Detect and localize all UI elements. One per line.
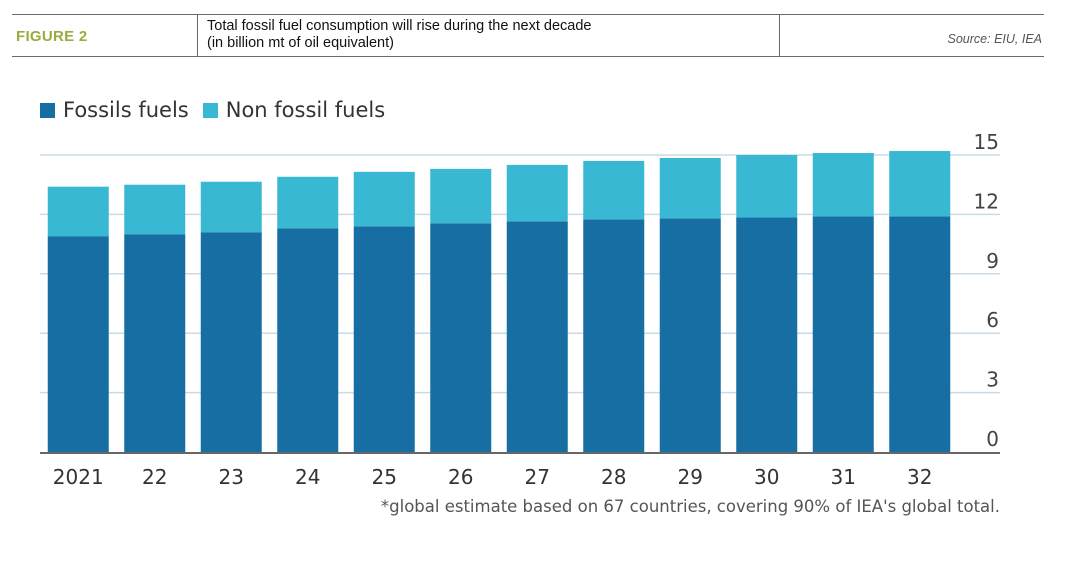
- figure-title-line2: (in billion mt of oil equivalent): [207, 35, 394, 51]
- bar-fossil-segment: [506, 221, 568, 452]
- bar-fossil-segment: [124, 234, 186, 452]
- y-tick-label: 9: [986, 249, 999, 273]
- header-top-rule: [12, 14, 1044, 15]
- bar-fossil-segment: [889, 216, 951, 452]
- y-tick-label: 15: [974, 130, 999, 154]
- y-tick-label: 6: [986, 308, 999, 332]
- source-note: Source: EIU, IEA: [947, 32, 1042, 46]
- bar-fossil-segment: [736, 217, 798, 452]
- bar-fossil-segment: [200, 232, 262, 452]
- figure-header: FIGURE 2 Total fossil fuel consumption w…: [12, 14, 1044, 58]
- bar-non-fossil-segment: [812, 153, 874, 217]
- bar-non-fossil-segment: [47, 186, 109, 237]
- bar-non-fossil-segment: [583, 160, 645, 220]
- y-tick-label: 0: [986, 427, 999, 451]
- chart-legend: Fossils fuels Non fossil fuels: [40, 98, 399, 122]
- x-tick-label: 2021: [53, 465, 104, 489]
- x-tick-label: 24: [295, 465, 320, 489]
- x-tick-label: 28: [601, 465, 626, 489]
- figure-label: FIGURE 2: [16, 28, 88, 45]
- x-tick-label: 25: [372, 465, 397, 489]
- bar-non-fossil-segment: [736, 155, 798, 218]
- bar-fossil-segment: [47, 236, 109, 452]
- x-tick-label: 30: [754, 465, 779, 489]
- bar-fossil-segment: [353, 226, 415, 452]
- header-divider-right: [779, 14, 780, 57]
- header-bottom-rule: [12, 56, 1044, 57]
- y-tick-label: 12: [974, 189, 999, 213]
- x-tick-label: 32: [907, 465, 932, 489]
- bar-non-fossil-segment: [659, 157, 721, 219]
- x-tick-label: 29: [678, 465, 703, 489]
- legend-swatch-fossil: [40, 102, 55, 118]
- bar-non-fossil-segment: [430, 168, 492, 224]
- bar-fossil-segment: [430, 223, 492, 452]
- bar-non-fossil-segment: [889, 151, 951, 217]
- bar-non-fossil-segment: [124, 184, 186, 235]
- legend-label-non-fossil: Non fossil fuels: [225, 98, 386, 122]
- bar-non-fossil-segment: [200, 181, 262, 233]
- bar-non-fossil-segment: [277, 176, 339, 229]
- x-tick-label: 22: [142, 465, 167, 489]
- legend-item-fossil: Fossils fuels: [40, 98, 189, 122]
- x-tick-label: 23: [219, 465, 244, 489]
- bar-non-fossil-segment: [506, 164, 568, 222]
- bar-fossil-segment: [583, 219, 645, 452]
- x-tick-label: 31: [831, 465, 856, 489]
- header-divider-left: [197, 14, 198, 57]
- figure-title: Total fossil fuel consumption will rise …: [207, 18, 591, 52]
- bar-non-fossil-segment: [353, 171, 415, 227]
- legend-item-non-fossil: Non fossil fuels: [202, 98, 386, 122]
- y-tick-label: 3: [986, 368, 999, 392]
- x-tick-label: 26: [448, 465, 473, 489]
- footnote: *global estimate based on 67 countries, …: [380, 497, 1000, 516]
- legend-label-fossil: Fossils fuels: [63, 98, 189, 122]
- x-tick-label: 27: [525, 465, 550, 489]
- bar-fossil-segment: [812, 216, 874, 452]
- bar-fossil-segment: [659, 218, 721, 452]
- bar-fossil-segment: [277, 228, 339, 452]
- legend-swatch-non-fossil: [202, 102, 218, 118]
- figure-title-line1: Total fossil fuel consumption will rise …: [207, 18, 592, 34]
